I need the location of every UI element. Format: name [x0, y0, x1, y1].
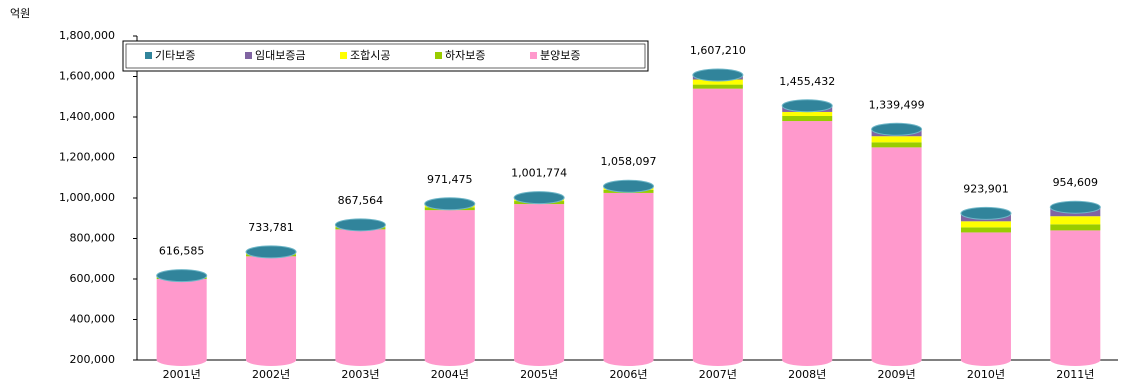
legend-swatch: [530, 52, 537, 59]
legend-swatch: [145, 52, 152, 59]
cylinder-top: [960, 206, 1012, 220]
data-label: 1,058,097: [601, 155, 657, 168]
x-tick-label: 2002년: [252, 368, 290, 381]
bar-segment: [692, 88, 743, 361]
legend-label: 조합시공: [350, 49, 390, 62]
legend-label: 분양보증: [540, 49, 580, 62]
y-tick-label: 600,000: [70, 272, 116, 285]
bar-segment: [960, 221, 1011, 228]
cylinder-top: [603, 179, 654, 193]
bar-segment: [871, 147, 922, 360]
cylinder-top: [156, 269, 208, 283]
data-label: 1,001,774: [511, 167, 567, 180]
cylinder-top: [513, 191, 565, 205]
bar-segment: [1050, 224, 1101, 231]
bar-segment: [156, 279, 207, 360]
y-tick-label: 1,400,000: [59, 110, 115, 123]
bar-segment: [514, 204, 565, 360]
x-tick-label: 2001년: [163, 368, 201, 381]
bar-segment: [603, 192, 654, 360]
bar-segment: [782, 121, 833, 360]
y-tick-label: 800,000: [70, 232, 116, 245]
data-label: 971,475: [427, 173, 473, 186]
x-tick-label: 2008년: [788, 368, 826, 381]
bar-segment: [692, 79, 743, 85]
data-label: 867,564: [338, 194, 384, 207]
legend-swatch: [435, 52, 442, 59]
y-tick-label: 200,000: [70, 353, 116, 366]
legend-box: [122, 40, 649, 72]
cylinder-top: [334, 218, 386, 232]
legend-label: 기타보증: [155, 49, 195, 62]
y-tick-label: 1,000,000: [59, 191, 115, 204]
y-axis-label: 억원: [10, 7, 30, 20]
x-tick-label: 2007년: [699, 368, 737, 381]
cylinder-top: [781, 99, 833, 113]
legend-swatch: [340, 52, 347, 59]
legend-swatch: [245, 52, 252, 59]
bar-segment: [692, 84, 743, 89]
legend-label: 임대보증금: [255, 49, 306, 62]
data-label: 923,901: [963, 182, 1009, 195]
bar-segment: [335, 229, 386, 360]
bar-segment: [960, 227, 1011, 233]
data-label: 1,339,499: [869, 98, 925, 111]
y-tick-label: 1,800,000: [59, 29, 115, 42]
bar-segment: [960, 232, 1011, 360]
x-tick-label: 2004년: [431, 368, 469, 381]
x-tick-label: 2010년: [967, 368, 1005, 381]
cylinder-top: [245, 245, 297, 259]
x-tick-label: 2003년: [341, 368, 379, 381]
legend-label: 하자보증: [445, 48, 485, 62]
x-tick-label: 2011년: [1056, 368, 1094, 381]
data-label: 733,781: [248, 221, 294, 234]
cylinder-top: [871, 122, 923, 136]
data-label: 1,455,432: [779, 75, 835, 88]
x-tick-label: 2009년: [878, 368, 916, 381]
data-label: 954,609: [1053, 176, 1099, 189]
cylinder-top: [692, 68, 744, 82]
x-tick-label: 2006년: [609, 368, 647, 381]
data-label: 616,585: [159, 245, 205, 258]
cylinder-top: [424, 197, 476, 211]
bar-segment: [871, 136, 922, 143]
bar-segment: [246, 256, 297, 360]
bar-segment: [871, 142, 922, 148]
y-tick-label: 1,200,000: [59, 151, 115, 164]
cylinder-top: [1049, 200, 1101, 214]
bar-segment: [1050, 216, 1101, 225]
x-tick-label: 2005년: [520, 368, 558, 381]
y-tick-label: 1,600,000: [59, 70, 115, 83]
bar-segment: [782, 111, 833, 116]
bar-segment: [782, 115, 833, 122]
legend-inner: [125, 43, 646, 69]
bar-segment: [1050, 230, 1101, 360]
bar-segment: [424, 210, 475, 360]
y-tick-label: 400,000: [70, 313, 116, 326]
data-label: 1,607,210: [690, 44, 746, 57]
